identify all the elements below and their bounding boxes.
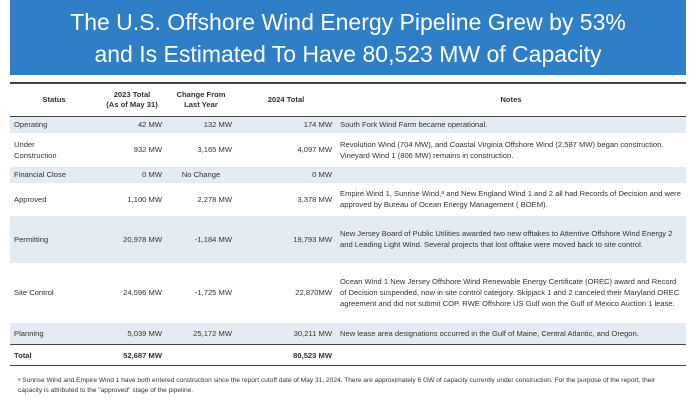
footnote: ᵃ Sunrise Wind and Empire Wind 1 have bo… [18, 377, 656, 394]
cell-total-2023: 0 MW [98, 166, 166, 183]
cell-notes: New lease area designations occurred in … [336, 322, 686, 345]
table-row: Approved 1,100 MW 2,278 MW 3,378 MW Empire W… [10, 183, 686, 216]
banner: The U.S. Offshore Wind Energy Pipeline G… [10, 0, 686, 75]
cell-total-2023: 42 MW [98, 116, 166, 133]
cell-total-2024: 3,378 MW [297, 194, 332, 204]
cell-notes [336, 166, 686, 183]
cell-change: 3,165 MW [197, 145, 232, 154]
table-row: Permitting 20,978 MW -1,184 MW 19,793 MW New… [10, 215, 686, 263]
table-row: Financial Close 0 MW No Change 0 MW [10, 166, 686, 183]
cell-change: -1,184 MW [166, 215, 236, 263]
cell-total-2023: 52,687 MW [98, 344, 166, 366]
cell-total-2024: 22,870MW [295, 288, 332, 297]
cell-change: -1,725 MW [194, 288, 232, 297]
column-header: Status [10, 82, 98, 117]
cell-total-2024: 30,211 MW [236, 322, 336, 345]
cell-total-2024: 4,097 MW [297, 145, 332, 154]
cell-status: Site Control [14, 288, 54, 297]
cell-change: No Change [166, 166, 236, 183]
cell-status: Operating [10, 116, 98, 133]
cell-notes: New Jersey Board of Public Utilities awa… [336, 215, 686, 263]
cell-status: Planning [10, 322, 98, 345]
cell-status: Total [10, 344, 98, 366]
cell-status: Permitting [10, 215, 98, 263]
cell-total-2024: 0 MW [236, 166, 336, 183]
column-header: 2023 Total (As of May 31) [98, 82, 166, 117]
cell-status: Financial Close [10, 166, 98, 183]
header-row: Status 2023 Total (As of May 31) Change Fr… [10, 82, 686, 117]
cell-notes: Ocean Wind 1 New Jersey Offshore Wind Re… [340, 277, 680, 308]
table-row: Planning 5,039 MW 25,172 MW 30,211 MW New le… [10, 322, 686, 345]
table-row: Under Construction 932 MW 3,165 MW 4,097 MW… [10, 133, 686, 167]
cell-total-2024: 80,523 MW [236, 344, 336, 366]
cell-total-2023: 1,100 MW [127, 194, 162, 204]
cell-change: 25,172 MW [166, 322, 236, 345]
cell-notes: South Fork Wind Farm became operational. [336, 116, 686, 133]
cell-empty [166, 344, 236, 366]
total-row: Total 52,687 MW 80,523 MW [10, 344, 686, 366]
cell-empty [336, 344, 686, 366]
cell-total-2023: 20,978 MW [98, 215, 166, 263]
cell-change: 2,278 MW [197, 194, 232, 204]
cell-total-2024: 19,793 MW [236, 215, 336, 263]
column-header: 2024 Total [236, 82, 336, 117]
cell-total-2024: 174 MW [236, 116, 336, 133]
cell-total-2023: 932 MW [133, 145, 162, 154]
cell-status: Under Construction [14, 139, 57, 160]
column-header: Notes [336, 82, 686, 117]
cell-notes: Revolution Wind (704 MW), and Coastal Vi… [340, 139, 664, 160]
pipeline-table: Status 2023 Total (As of May 31) Change Fr… [10, 82, 686, 366]
title: The U.S. Offshore Wind Energy Pipeline G… [70, 8, 626, 67]
cell-status: Approved [14, 194, 47, 204]
cell-change: 132 MW [166, 116, 236, 133]
cell-total-2023: 24,596 MW [123, 288, 162, 297]
cell-notes: Empire Wind 1, Sunrise Wind,ᵃ and New En… [340, 189, 681, 209]
table-row: Site Control 24,596 MW -1,725 MW 22,870MW Oc… [10, 263, 686, 323]
column-header: Change From Last Year [166, 82, 236, 117]
table-row: Operating 42 MW 132 MW 174 MW South Fork Win… [10, 116, 686, 133]
cell-total-2023: 5,039 MW [98, 322, 166, 345]
